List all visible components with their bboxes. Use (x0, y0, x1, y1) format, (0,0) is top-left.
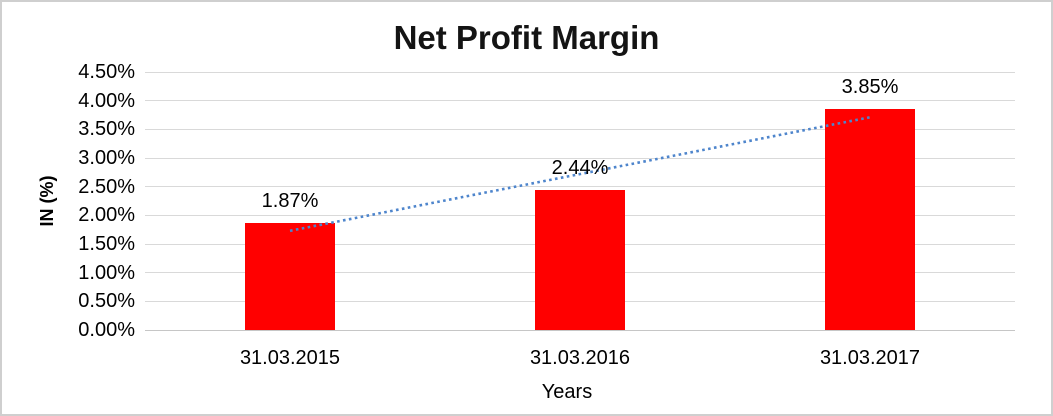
gridline (145, 128, 1015, 130)
x-tick-label: 31.03.2017 (819, 347, 921, 369)
y-tick-label: 4.00% (78, 89, 135, 112)
bar (245, 222, 335, 330)
gridline (145, 71, 1015, 73)
y-tick-label: 3.50% (78, 118, 135, 141)
y-tick-label: 1.50% (78, 233, 135, 255)
x-axis-title: Years (541, 381, 593, 403)
gridline (145, 186, 1015, 188)
y-tick-label: 2.50% (78, 175, 135, 198)
chart-title: Net Profit Margin (393, 19, 660, 56)
gridline (145, 157, 1015, 159)
bar-value-label: 3.85% (841, 76, 899, 99)
bar-value-label: 2.44% (551, 157, 609, 180)
x-tick-label: 31.03.2016 (529, 347, 631, 369)
gridline (145, 100, 1015, 102)
bar-value-label: 1.87% (261, 189, 319, 212)
bar (825, 109, 915, 330)
bar (535, 190, 625, 330)
y-tick-label: 0.50% (78, 290, 135, 313)
y-tick-label: 3.00% (78, 147, 135, 169)
x-tick-label: 31.03.2015 (239, 347, 341, 369)
x-axis-line (145, 329, 1015, 331)
y-tick-label: 2.00% (78, 204, 135, 227)
y-tick-label: 4.50% (78, 61, 135, 83)
y-tick-label: 1.00% (78, 261, 135, 284)
y-tick-label: 0.00% (78, 319, 135, 341)
